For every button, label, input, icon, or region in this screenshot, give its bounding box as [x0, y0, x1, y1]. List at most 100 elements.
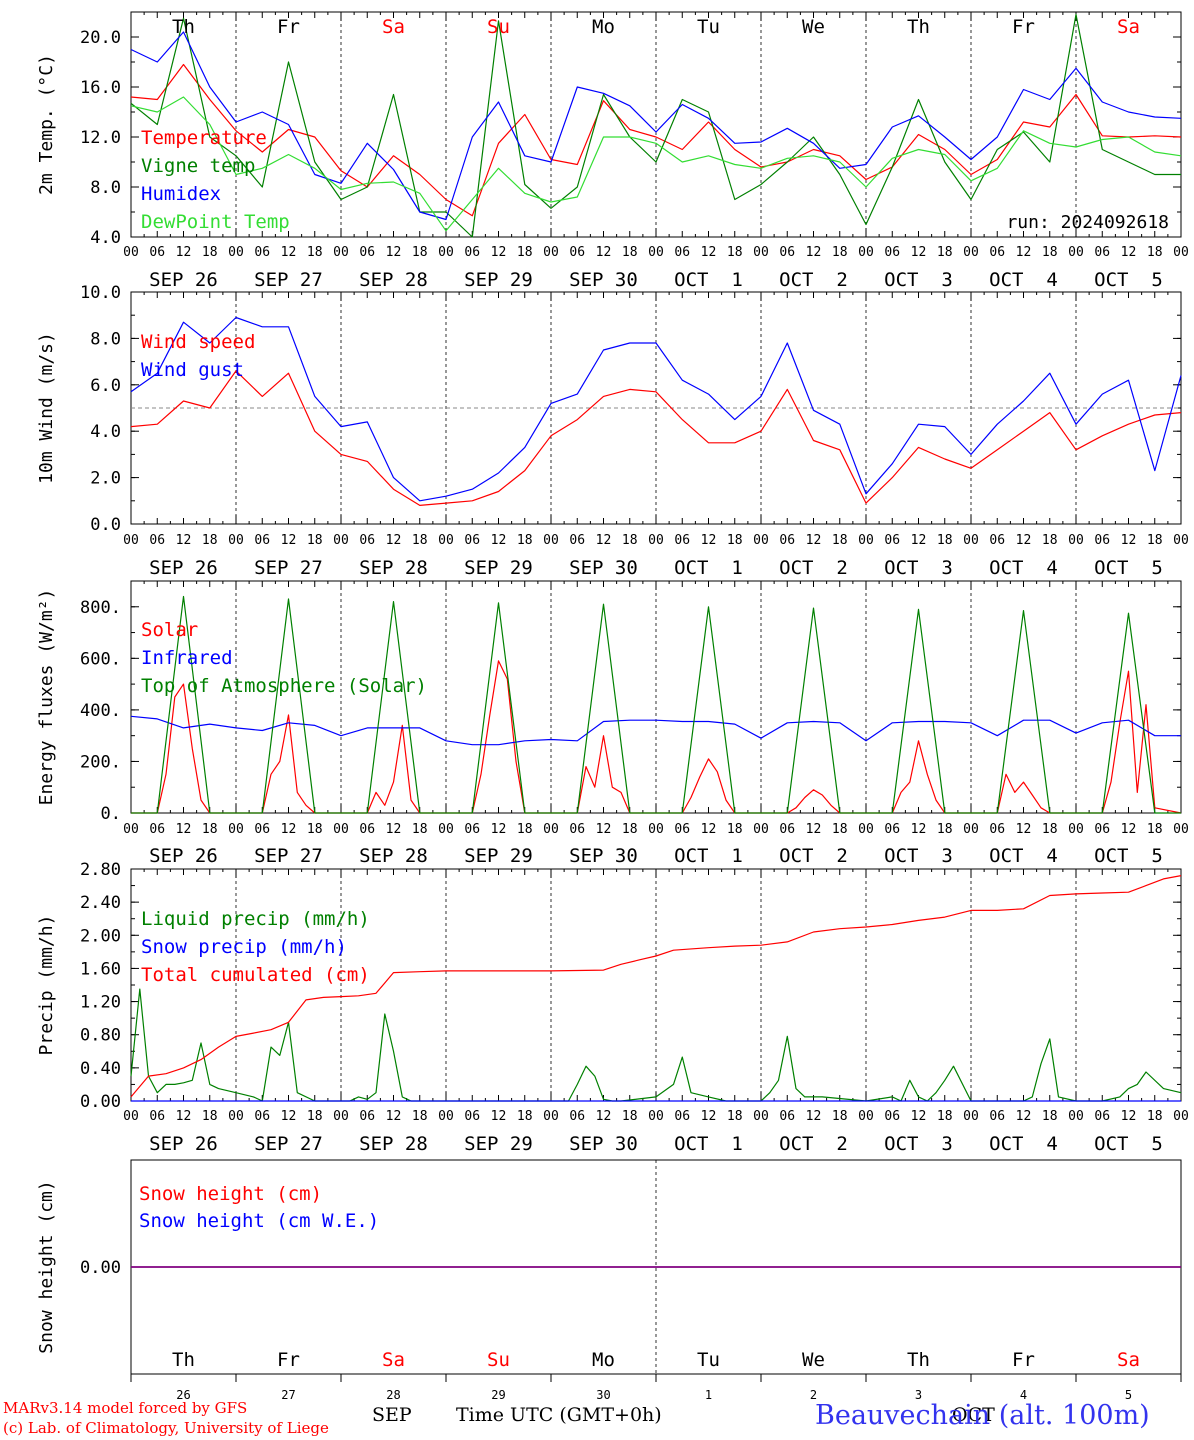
- hour-label: 12: [701, 822, 717, 837]
- hour-label: 00: [858, 1109, 874, 1124]
- hour-label: 18: [517, 245, 533, 260]
- y-tick-label: 20.0: [80, 28, 121, 48]
- hour-label: 00: [333, 245, 349, 260]
- hour-label: 12: [386, 245, 402, 260]
- weekday-label: Fr: [277, 1349, 300, 1371]
- hour-label: 18: [1042, 822, 1058, 837]
- date-label: SEP 28: [359, 845, 428, 867]
- day-number-label: 3: [915, 1388, 922, 1402]
- weekday-label: Th: [907, 16, 930, 38]
- series-line-dewpoint-temp: [130, 96, 1182, 232]
- hour-label: 06: [149, 1109, 165, 1124]
- day-number-label: 1: [705, 1388, 712, 1402]
- hour-label: 06: [1094, 533, 1110, 548]
- date-label: OCT 4: [989, 269, 1058, 291]
- date-label: SEP 29: [464, 1133, 533, 1155]
- hour-label: 18: [202, 245, 218, 260]
- hour-label: 12: [386, 1109, 402, 1124]
- hour-label: 12: [491, 533, 507, 548]
- hour-label: 12: [1016, 822, 1032, 837]
- hour-label: 18: [202, 533, 218, 548]
- date-label: SEP 30: [569, 1133, 638, 1155]
- panel-1: 00 06 12 18 00 06 12 18 00 06 12 18 00 06 12 18 00 06 12 18…: [36, 11, 1189, 291]
- hour-label: 06: [779, 245, 795, 260]
- date-label: SEP 28: [359, 269, 428, 291]
- hour-label: 18: [832, 822, 848, 837]
- y-tick-label: 800.: [80, 598, 121, 618]
- hour-label: 12: [176, 533, 192, 548]
- hour-label: 00: [858, 822, 874, 837]
- hour-label: 06: [1094, 1109, 1110, 1124]
- hour-label: 00: [543, 822, 559, 837]
- hour-label: 12: [491, 245, 507, 260]
- hour-label: 18: [832, 1109, 848, 1124]
- legend-entry: Snow height (cm W.E.): [139, 1210, 379, 1232]
- hour-label: 18: [1042, 245, 1058, 260]
- hour-label: 00: [963, 1109, 979, 1124]
- y-tick-label: 1.60: [80, 959, 121, 979]
- run-annotation: run: 2024092618: [1006, 212, 1169, 233]
- date-label: OCT 2: [779, 557, 848, 579]
- hour-label: 12: [1121, 245, 1137, 260]
- hour-label: 12: [176, 822, 192, 837]
- hour-label: 06: [989, 1109, 1005, 1124]
- legend-entry: Total cumulated (cm): [141, 964, 370, 986]
- hour-label: 12: [701, 245, 717, 260]
- hour-label: 18: [1147, 533, 1163, 548]
- date-label: OCT 3: [884, 1133, 953, 1155]
- hour-label: 06: [359, 245, 375, 260]
- y-tick-label: 0.00: [80, 1258, 121, 1278]
- y-axis-label: Energy fluxes (W/m²): [36, 589, 57, 806]
- lab-credit: (c) Lab. of Climatology, University of L…: [3, 1419, 329, 1437]
- weekday-label: We: [802, 1349, 825, 1371]
- date-label: SEP 29: [464, 269, 533, 291]
- hour-label: 18: [622, 533, 638, 548]
- hour-label: 00: [648, 1109, 664, 1124]
- y-axis-label: 2m Temp. (°C): [36, 54, 57, 195]
- hour-label: 18: [412, 1109, 428, 1124]
- day-number-label: 26: [176, 1388, 190, 1402]
- hour-label: 00: [228, 822, 244, 837]
- y-tick-label: 12.0: [80, 128, 121, 148]
- hour-label: 18: [517, 822, 533, 837]
- date-label: OCT 1: [674, 557, 743, 579]
- y-tick-label: 10.0: [80, 283, 121, 303]
- hour-label: 18: [202, 822, 218, 837]
- hour-label: 00: [858, 245, 874, 260]
- date-label: OCT 3: [884, 269, 953, 291]
- date-label: OCT 1: [674, 1133, 743, 1155]
- hour-label: 00: [333, 533, 349, 548]
- legend-entry: Wind gust: [141, 359, 244, 381]
- date-label: SEP 26: [149, 1133, 218, 1155]
- hour-label: 12: [1016, 1109, 1032, 1124]
- hour-label: 06: [359, 822, 375, 837]
- hour-label: 18: [1147, 822, 1163, 837]
- hour-label: 12: [596, 533, 612, 548]
- hour-label: 12: [281, 822, 297, 837]
- hour-label: 00: [858, 533, 874, 548]
- weekday-label: Fr: [1012, 1349, 1035, 1371]
- weekday-label: Sa: [1117, 16, 1140, 38]
- y-tick-label: 6.0: [90, 376, 121, 396]
- date-label: SEP 30: [569, 269, 638, 291]
- model-credit: MARv3.14 model forced by GFS: [3, 1399, 248, 1417]
- y-tick-label: 0.0: [90, 515, 121, 535]
- hour-label: 06: [569, 245, 585, 260]
- hour-label: 12: [806, 533, 822, 548]
- y-tick-label: 2.40: [80, 893, 121, 913]
- hour-label: 18: [937, 1109, 953, 1124]
- hour-label: 12: [1121, 1109, 1137, 1124]
- hour-label: 18: [517, 533, 533, 548]
- hour-label: 00: [1068, 822, 1084, 837]
- hour-label: 18: [832, 533, 848, 548]
- date-label: OCT 1: [674, 845, 743, 867]
- hour-label: 06: [674, 1109, 690, 1124]
- date-label: SEP 27: [254, 1133, 323, 1155]
- hour-label: 12: [491, 822, 507, 837]
- hour-label: 06: [779, 533, 795, 548]
- y-tick-label: 0.00: [80, 1092, 121, 1112]
- weekday-label: We: [802, 16, 825, 38]
- hour-label: 18: [727, 533, 743, 548]
- date-label: SEP 29: [464, 845, 533, 867]
- hour-label: 00: [753, 533, 769, 548]
